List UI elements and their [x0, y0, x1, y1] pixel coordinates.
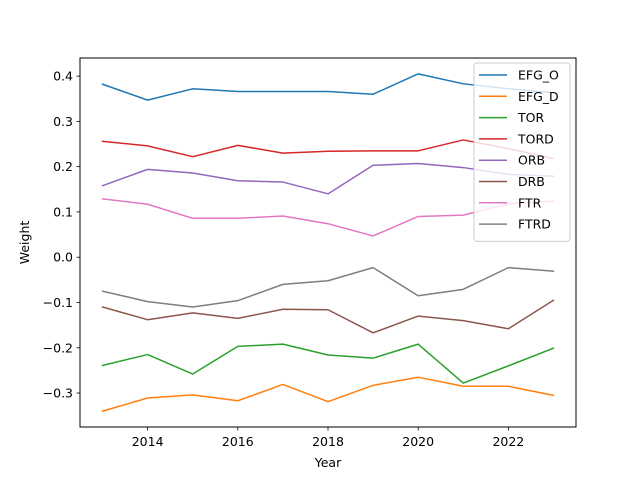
legend-label: TOR — [517, 110, 544, 125]
series-line-tor — [101, 343, 555, 384]
legend-label: TORD — [517, 131, 554, 146]
legend-label: EFG_O — [518, 68, 559, 83]
series-line-ftrd — [101, 266, 555, 308]
series-line-drb — [101, 299, 555, 334]
y-tick-label: −0.2 — [43, 340, 73, 355]
x-tick-label: 2016 — [222, 434, 254, 449]
y-tick-label: 0.2 — [53, 159, 73, 174]
x-tick-label: 2018 — [312, 434, 344, 449]
y-tick-label: −0.3 — [43, 386, 73, 401]
series-line-efg-d — [101, 376, 555, 413]
x-tick-label: 2020 — [402, 434, 434, 449]
legend-box — [473, 62, 571, 242]
legend: EFG_O EFG_D TOR TORD ORB DRB FTR FTRD — [473, 62, 571, 242]
y-tick-label: −0.1 — [43, 295, 73, 310]
legend-label: FTRD — [518, 217, 551, 232]
y-tick-label: 0.1 — [53, 204, 73, 219]
y-tick-label: 0.4 — [53, 69, 73, 84]
legend-label: FTR — [518, 195, 542, 210]
legend-label: ORB — [518, 153, 545, 168]
x-axis: 2014 2016 2018 2020 2022 — [132, 427, 524, 449]
legend-label: DRB — [518, 174, 545, 189]
x-tick-label: 2014 — [132, 434, 164, 449]
y-axis-label: Weight — [17, 221, 32, 265]
x-axis-label: Year — [314, 455, 342, 470]
y-tick-label: 0.3 — [53, 114, 73, 129]
legend-label: EFG_D — [518, 89, 559, 104]
y-axis: −0.3 −0.2 −0.1 0.0 0.1 0.2 0.3 0.4 — [43, 69, 80, 401]
y-tick-label: 0.0 — [53, 250, 73, 265]
x-tick-label: 2022 — [492, 434, 524, 449]
